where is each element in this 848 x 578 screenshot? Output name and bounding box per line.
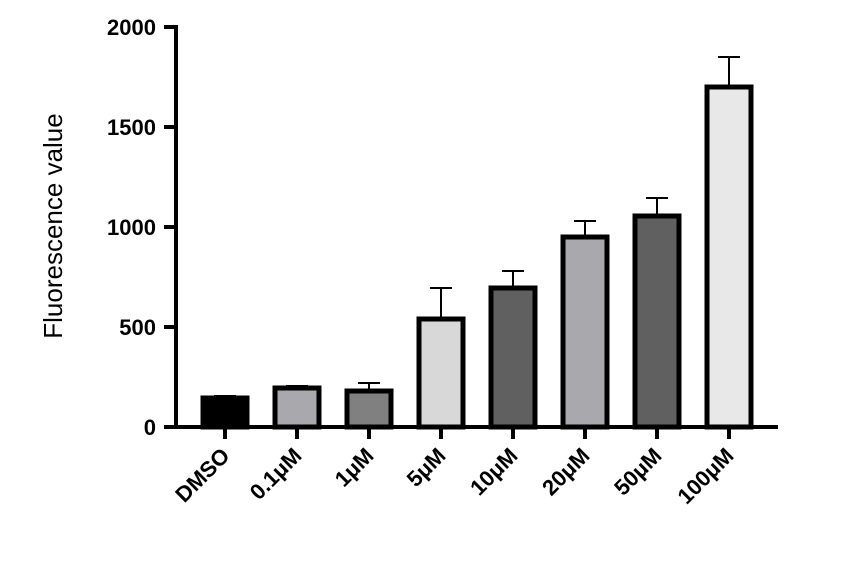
x-tick-label: 0.1μM [245,443,307,505]
y-tick-label: 0 [144,415,156,440]
bars-group [200,84,754,430]
x-tick-label: 20μM [537,443,594,500]
x-tick-label: 50μM [609,443,666,500]
bar [560,234,610,430]
y-tick-label: 1000 [107,215,156,240]
y-tick-label: 500 [119,315,156,340]
error-bars-group [214,56,740,398]
x-tick-label: 1μM [330,443,379,492]
y-ticks-group: 0 500 1000 1500 2000 [107,15,176,440]
x-tick-label: 5μM [402,443,451,492]
bar [272,385,322,430]
bar [704,84,754,430]
y-tick-label: 2000 [107,15,156,40]
y-axis-title: Fluorescence value [38,113,68,338]
x-tick-label: 10μM [465,443,522,500]
bar [632,213,682,430]
bar [344,388,394,430]
bar [416,316,466,430]
x-tick-label: DMSO [170,443,234,507]
bar [200,395,250,430]
x-ticks-group: DMSO 0.1μM 1μM 5μM 10μM 20μM 50μM 100μM [170,427,739,509]
y-tick-label: 1500 [107,115,156,140]
bar [488,285,538,430]
axes-group [174,25,778,429]
x-tick-label: 100μM [672,443,738,509]
